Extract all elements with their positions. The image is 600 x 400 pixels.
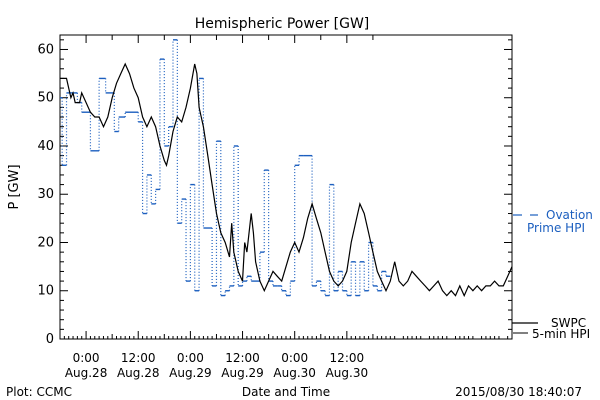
legend-ovation-line1: Ovation (546, 208, 593, 222)
x-axis-label: Date and Time (242, 385, 330, 399)
series-ovation-prime-hpi (60, 39, 391, 297)
x-tick-time-10: 12:00 (330, 351, 365, 365)
y-tick-label-0: 0 (46, 332, 54, 347)
footer-plot-source: Plot: CCMC (6, 385, 72, 399)
x-axis-ticks: 0:00Aug.2812:00Aug.280:00Aug.2912:00Aug.… (63, 35, 513, 380)
x-tick-time-8: 0:00 (281, 351, 308, 365)
x-tick-time-2: 12:00 (121, 351, 156, 365)
y-tick-label-5: 50 (37, 91, 54, 106)
x-tick-time-6: 12:00 (225, 351, 260, 365)
x-tick-time-0: 0:00 (73, 351, 100, 365)
footer-timestamp: 2015/08/30 18:40:07 (455, 385, 582, 399)
y-axis-ticks: 0 10 20 30 40 50 60 (37, 39, 512, 347)
x-tick-date-2: Aug.28 (117, 366, 160, 380)
y-tick-label-3: 30 (37, 187, 54, 202)
x-tick-date-0: Aug.28 (65, 366, 108, 380)
y-tick-label-4: 40 (37, 139, 54, 154)
x-tick-date-10: Aug.30 (326, 366, 369, 380)
x-tick-date-4: Aug.29 (169, 366, 212, 380)
y-tick-label-6: 60 (37, 42, 54, 57)
legend: Ovation Prime HPI SWPC 5-min HPI (512, 208, 593, 341)
legend-swpc-line2: 5-min HPI (532, 327, 590, 341)
series-swpc-hpi-line (60, 62, 513, 298)
x-tick-date-6: Aug.29 (221, 366, 264, 380)
legend-ovation-line2: Prime HPI (527, 221, 585, 235)
y-axis-label: P [GW] (7, 164, 22, 209)
chart-title: Hemispheric Power [GW] (195, 16, 370, 32)
y-tick-label-1: 10 (37, 284, 54, 299)
x-tick-time-4: 0:00 (177, 351, 204, 365)
legend-swpc-line1: SWPC (551, 316, 586, 330)
y-tick-label-2: 20 (37, 235, 54, 250)
x-tick-date-8: Aug.30 (273, 366, 316, 380)
